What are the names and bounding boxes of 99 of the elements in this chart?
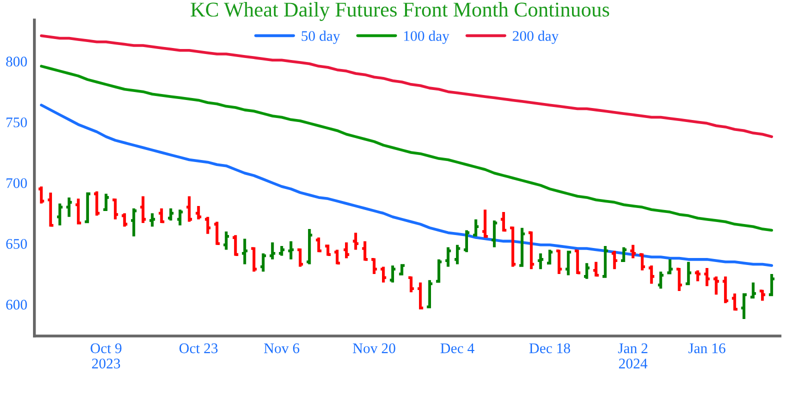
y-tick-label: 600 [6, 300, 27, 310]
candlestick [472, 218, 480, 237]
y-tick-label: 700 [6, 178, 27, 188]
x-tick-label: Jan 2 2024 [618, 343, 648, 368]
candlestick [92, 190, 101, 218]
candlestick [305, 228, 314, 266]
x-tick-label: Dec 18 [529, 343, 570, 354]
candlestick [296, 247, 304, 268]
candlestick [333, 248, 342, 266]
candlestick [425, 278, 434, 310]
candlestick [656, 270, 665, 290]
candlestick [194, 204, 203, 221]
candlestick [406, 275, 416, 294]
candlestick [694, 268, 702, 283]
candlestick [490, 219, 498, 249]
candlestick [176, 208, 184, 227]
candlestick [314, 236, 323, 254]
x-tick-label: Jan 16 [688, 343, 726, 354]
candlestick [546, 248, 554, 266]
candlestick [582, 262, 591, 280]
candlestick [592, 260, 600, 278]
candlestick [46, 191, 55, 228]
candlestick [83, 191, 92, 224]
line-series [40, 104, 774, 267]
candlestick [749, 281, 758, 300]
candlestick [508, 225, 517, 268]
candlestick [628, 243, 638, 260]
chart-title: KC Wheat Daily Futures Front Month Continuous [190, 2, 610, 21]
candlestick [758, 288, 767, 302]
candlestick [684, 260, 693, 286]
candlestick [148, 212, 156, 228]
legend-label: 200 day [512, 30, 559, 44]
line-series [40, 64, 774, 232]
candlestick [601, 244, 610, 280]
candlestick [231, 234, 240, 258]
candlestick [444, 246, 452, 268]
candlestick [286, 240, 296, 261]
candlestick [259, 252, 268, 273]
candlestick [416, 281, 425, 310]
candlestick [37, 185, 46, 205]
candlestick [351, 231, 360, 252]
candlestick [768, 272, 776, 298]
candlestick [64, 196, 74, 218]
y-tick-label: 800 [6, 56, 27, 67]
candlestick [388, 264, 397, 284]
candlestick [712, 275, 720, 296]
y-tick-label: 750 [6, 117, 27, 128]
candlestick [675, 266, 684, 292]
candlestick [250, 246, 258, 273]
x-tick-label: Nov 20 [352, 343, 396, 354]
candlestick [120, 212, 129, 228]
candlestick [204, 216, 212, 236]
candlestick [462, 228, 471, 254]
candlestick [130, 206, 138, 238]
candlestick [554, 248, 564, 276]
candlestick [480, 208, 490, 238]
candlestick [638, 252, 646, 272]
candlestick [138, 194, 148, 224]
y-tick-label: 650 [6, 238, 27, 249]
candlestick [111, 197, 120, 221]
candlestick [278, 244, 286, 258]
candlestick [74, 197, 82, 224]
candlestick [620, 246, 628, 264]
candlestick [370, 256, 378, 276]
candlestick [434, 258, 444, 284]
candlestick [157, 206, 166, 224]
legend-label: 100 day [404, 30, 450, 44]
x-tick-label: Oct 9 2023 [90, 343, 122, 368]
candlestick [185, 194, 194, 224]
candlestick [102, 192, 110, 212]
candlestick [379, 265, 388, 284]
candlestick [499, 210, 508, 233]
candlestick [564, 250, 572, 277]
candlestick [527, 230, 536, 271]
candlestick [536, 252, 545, 271]
candlestick [666, 258, 674, 276]
x-tick-label: Oct 23 [179, 343, 218, 354]
candlestick [240, 237, 249, 266]
candlestick [573, 248, 582, 276]
candlestick [453, 243, 462, 266]
candlestick [702, 266, 712, 288]
candlestick [730, 292, 739, 312]
candlestick [740, 293, 748, 320]
x-tick-label: Dec 4 [440, 343, 474, 354]
candlestick [222, 230, 230, 252]
candlestick [268, 241, 277, 261]
candlestick [166, 206, 175, 222]
candlestick [721, 275, 730, 305]
x-tick-label: Nov 6 [264, 343, 300, 354]
legend-label: 50 day [302, 30, 340, 44]
candlestick [610, 250, 619, 271]
candlestick [342, 241, 351, 260]
candlestick [518, 226, 526, 268]
candlestick [360, 240, 370, 262]
candlestick [398, 262, 406, 277]
candlestick [647, 264, 656, 286]
candlestick [212, 220, 222, 246]
candlestick [56, 202, 64, 227]
candlestick [324, 244, 332, 258]
